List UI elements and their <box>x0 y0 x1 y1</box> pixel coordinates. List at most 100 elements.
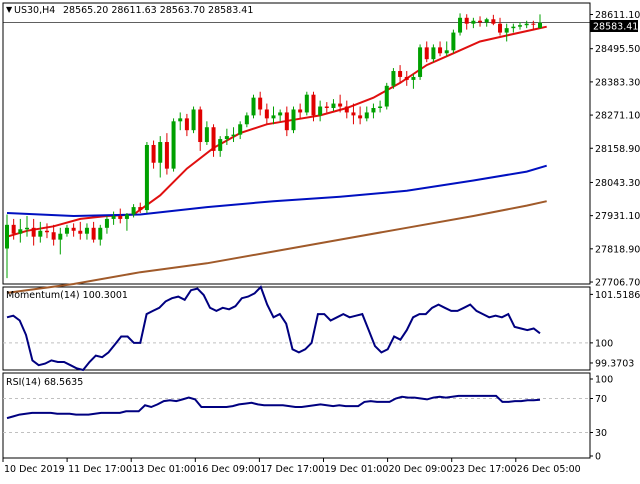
candle <box>164 133 169 175</box>
candle <box>5 214 9 279</box>
candle <box>58 227 63 255</box>
candle <box>331 99 336 111</box>
candle <box>91 221 96 243</box>
candle-body <box>264 109 269 119</box>
candle-body <box>391 71 396 86</box>
candle <box>384 82 389 110</box>
momentum-title: Momentum(14) 100.3001 <box>6 290 128 301</box>
candle <box>444 41 449 57</box>
candle <box>118 208 123 224</box>
candle-body <box>344 106 349 113</box>
price-tick-label: 27706.70 <box>595 278 640 289</box>
candle <box>404 71 409 86</box>
rsi-tick-label: 30 <box>595 428 607 439</box>
candle <box>271 106 276 125</box>
price-tick-label: 27818.90 <box>595 244 640 255</box>
price-tick-label: 28271.10 <box>595 111 640 122</box>
candle-body <box>424 47 429 60</box>
candle <box>304 91 309 116</box>
candle-body <box>38 230 43 237</box>
candle-body <box>511 26 516 29</box>
candle <box>518 22 523 30</box>
candle <box>151 140 156 169</box>
candle-body <box>464 17 469 24</box>
candle-body <box>518 25 523 27</box>
candle-body <box>244 115 249 125</box>
candle <box>371 103 376 119</box>
candle-body <box>51 232 56 240</box>
candle <box>71 223 76 237</box>
candle <box>31 218 36 246</box>
candle-body <box>318 106 323 116</box>
candle-body <box>271 115 276 119</box>
candle <box>298 103 303 119</box>
time-tick-label: 23 Dec 17:00 <box>453 464 517 475</box>
candle-body <box>118 215 123 219</box>
candle <box>418 44 423 80</box>
candle <box>338 94 343 113</box>
candle <box>98 224 103 246</box>
candle <box>324 102 329 113</box>
candle-body <box>91 227 96 240</box>
candle <box>64 224 69 237</box>
candle <box>318 100 323 122</box>
candle-body <box>324 106 329 109</box>
time-tick-label: 19 Dec 01:00 <box>325 464 389 475</box>
moving-average-mid <box>6 164 547 218</box>
price-tick-label: 28495.50 <box>595 44 640 55</box>
candle-body <box>11 224 16 234</box>
momentum-tick-label: 99.3703 <box>595 358 634 369</box>
candle <box>451 29 456 54</box>
candle <box>531 20 536 30</box>
candles <box>5 13 542 279</box>
candle-body <box>338 103 343 107</box>
candle <box>504 23 509 42</box>
moving-average-fast <box>6 25 547 238</box>
moving-average-slow <box>6 200 547 294</box>
momentum-tick-label: 100 <box>595 338 613 349</box>
candle <box>258 91 263 116</box>
candle-body <box>238 124 243 135</box>
candle <box>18 218 23 243</box>
time-tick-label: 17 Dec 17:00 <box>260 464 324 475</box>
candle-body <box>311 94 316 116</box>
candle-body <box>364 112 369 119</box>
candle <box>311 91 316 122</box>
price-tick-label: 28043.30 <box>595 178 640 189</box>
candle <box>471 17 476 29</box>
candle <box>178 112 183 131</box>
candle-body <box>64 227 69 234</box>
collapse-triangle-icon[interactable]: ▼ <box>6 5 13 14</box>
candle <box>291 106 296 134</box>
candle-body <box>171 121 176 169</box>
momentum-panel: 101.5186 100 99.3703 <box>3 285 640 372</box>
candle-body <box>258 97 263 110</box>
candle-body <box>191 109 196 131</box>
candle-body <box>284 112 289 131</box>
candle-body <box>411 76 416 80</box>
candle-body <box>231 134 236 137</box>
price-tick-label: 28611.10 <box>595 10 640 21</box>
candle <box>224 128 229 145</box>
price-panel-frame <box>2 2 591 285</box>
candle-body <box>211 127 216 151</box>
panel-frames <box>2 2 591 459</box>
candle <box>431 44 436 63</box>
price-tick-label: 28383.30 <box>595 77 640 88</box>
candle <box>138 202 143 214</box>
rsi-panel-frame <box>2 372 591 459</box>
candle-body <box>151 144 156 163</box>
candle-body <box>58 233 63 240</box>
candle-body <box>218 139 223 151</box>
candle <box>238 121 243 140</box>
candle <box>391 68 396 89</box>
candle-body <box>131 207 136 215</box>
candle <box>424 41 429 63</box>
rsi-tick-label: 0 <box>595 452 601 463</box>
time-tick-label: 13 Dec 01:00 <box>132 464 196 475</box>
candle <box>38 221 43 243</box>
candle <box>198 106 203 151</box>
candle-body <box>378 106 383 109</box>
